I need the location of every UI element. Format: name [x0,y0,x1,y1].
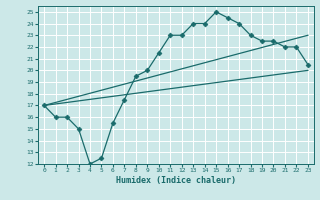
X-axis label: Humidex (Indice chaleur): Humidex (Indice chaleur) [116,176,236,185]
